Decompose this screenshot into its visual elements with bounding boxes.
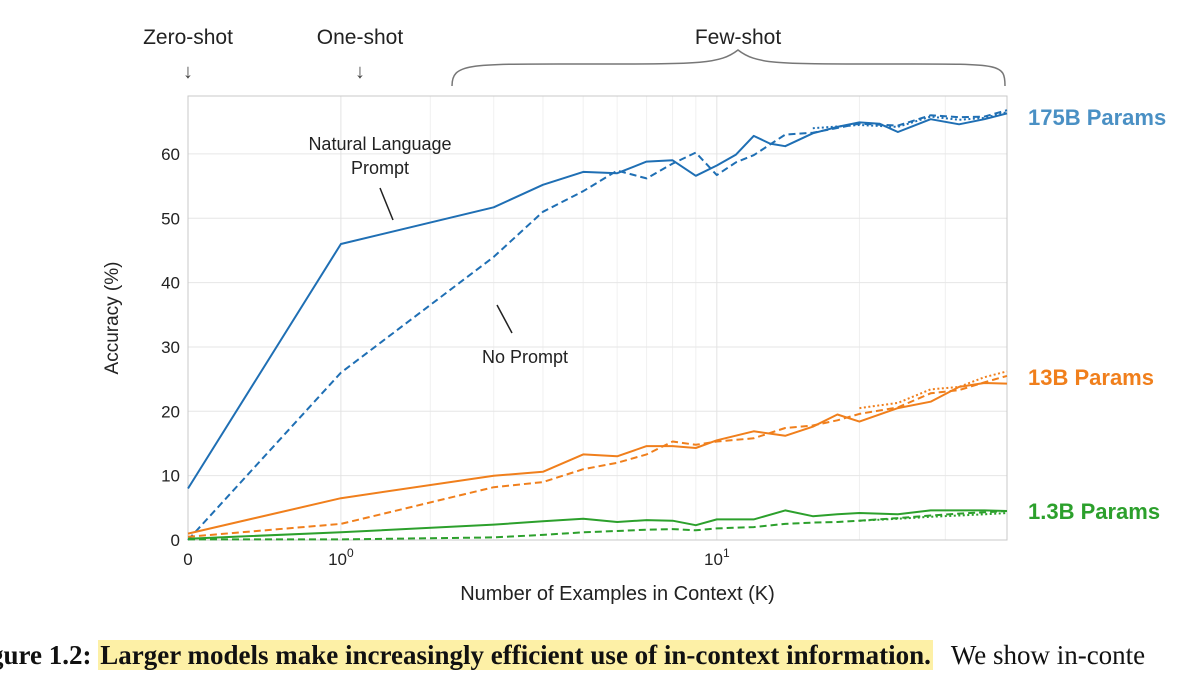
series-line	[187, 112, 1008, 490]
y-tick-label: 50	[161, 209, 180, 228]
series-line	[187, 374, 1008, 538]
down-arrow-icon: ↓	[183, 61, 193, 83]
y-tick-label: 40	[161, 274, 180, 293]
series-line	[859, 370, 1008, 410]
regime-label: One-shot	[317, 26, 404, 49]
series-line	[812, 111, 1008, 130]
series-label: 13B Params	[1028, 365, 1154, 390]
series-line	[187, 382, 1008, 535]
x-tick-label: 101	[704, 546, 730, 569]
y-axis-label: Accuracy (%)	[102, 262, 123, 375]
regime-label: Few-shot	[695, 26, 782, 49]
y-tick-label: 60	[161, 145, 180, 164]
caption-highlight: Larger models make increasingly efficien…	[98, 640, 933, 670]
y-tick-label: 20	[161, 402, 180, 421]
series-line	[188, 510, 1008, 541]
caption-text: We show in-conte	[950, 640, 1146, 670]
series-line	[187, 509, 1008, 540]
figure-caption: gure 1.2: Larger models make increasingl…	[0, 640, 1200, 680]
x-axis-label: Number of Examples in Context (K)	[460, 583, 775, 605]
down-arrow-icon: ↓	[355, 61, 365, 83]
x-tick-label: 100	[328, 546, 354, 569]
y-tick-label: 30	[161, 338, 180, 357]
annotation-text: Prompt	[351, 158, 409, 178]
y-tick-label: 0	[171, 531, 180, 550]
annotation-text: No Prompt	[482, 347, 568, 367]
plot-frame	[187, 95, 1008, 541]
figure-label: gure 1.2:	[0, 640, 92, 670]
chart: 0 10 20 30 40 50 60 0 100 101 Number of Examples i…	[102, 26, 1166, 605]
series-label: 175B Params	[1028, 105, 1166, 130]
annotation-pointer	[379, 187, 394, 221]
y-tick-label: 10	[161, 467, 180, 486]
annotation-text: Natural Language	[308, 134, 451, 154]
regime-label: Zero-shot	[143, 26, 233, 49]
few-shot-brace	[451, 49, 1006, 87]
annotation-pointer	[496, 304, 513, 334]
x-tick-label: 0	[183, 550, 192, 569]
series-label: 1.3B Params	[1028, 499, 1160, 524]
series-line	[859, 512, 1008, 522]
series-line	[187, 109, 1008, 541]
